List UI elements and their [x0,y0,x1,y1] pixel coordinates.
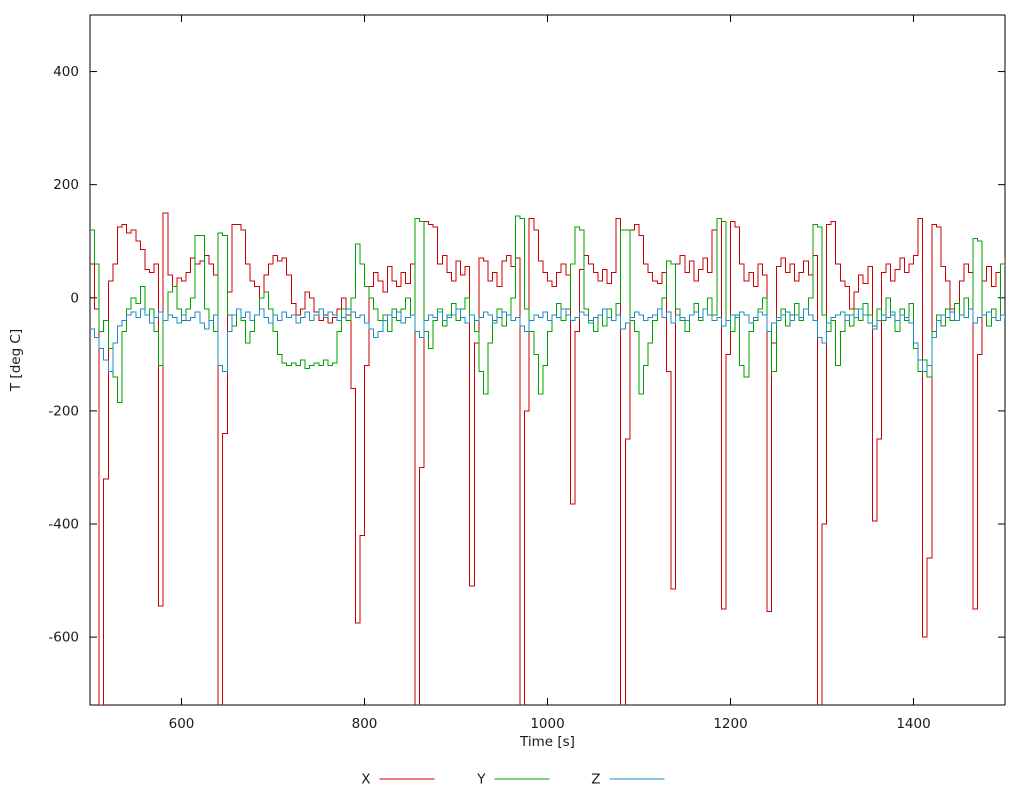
x-tick-label: 1400 [896,716,930,732]
x-tick-label: 1200 [713,716,747,732]
x-tick-label: 800 [352,716,378,732]
y-tick-label: -400 [48,517,79,533]
legend-label-y: Y [476,772,486,788]
legend-label-z: Z [591,772,600,788]
y-tick-label: 0 [70,290,79,306]
x-tick-label: 1000 [530,716,564,732]
series-line-z [90,308,1005,372]
x-axis-label: Time [s] [519,734,575,750]
y-tick-label: 200 [53,177,79,193]
y-tick-label: -200 [48,403,79,419]
legend-label-x: X [361,772,370,788]
series-line-x [90,212,1005,705]
x-tick-label: 600 [169,716,195,732]
y-tick-label: 400 [53,64,79,80]
y-axis-label: T [deg C] [8,329,24,392]
y-tick-label: -600 [48,630,79,646]
